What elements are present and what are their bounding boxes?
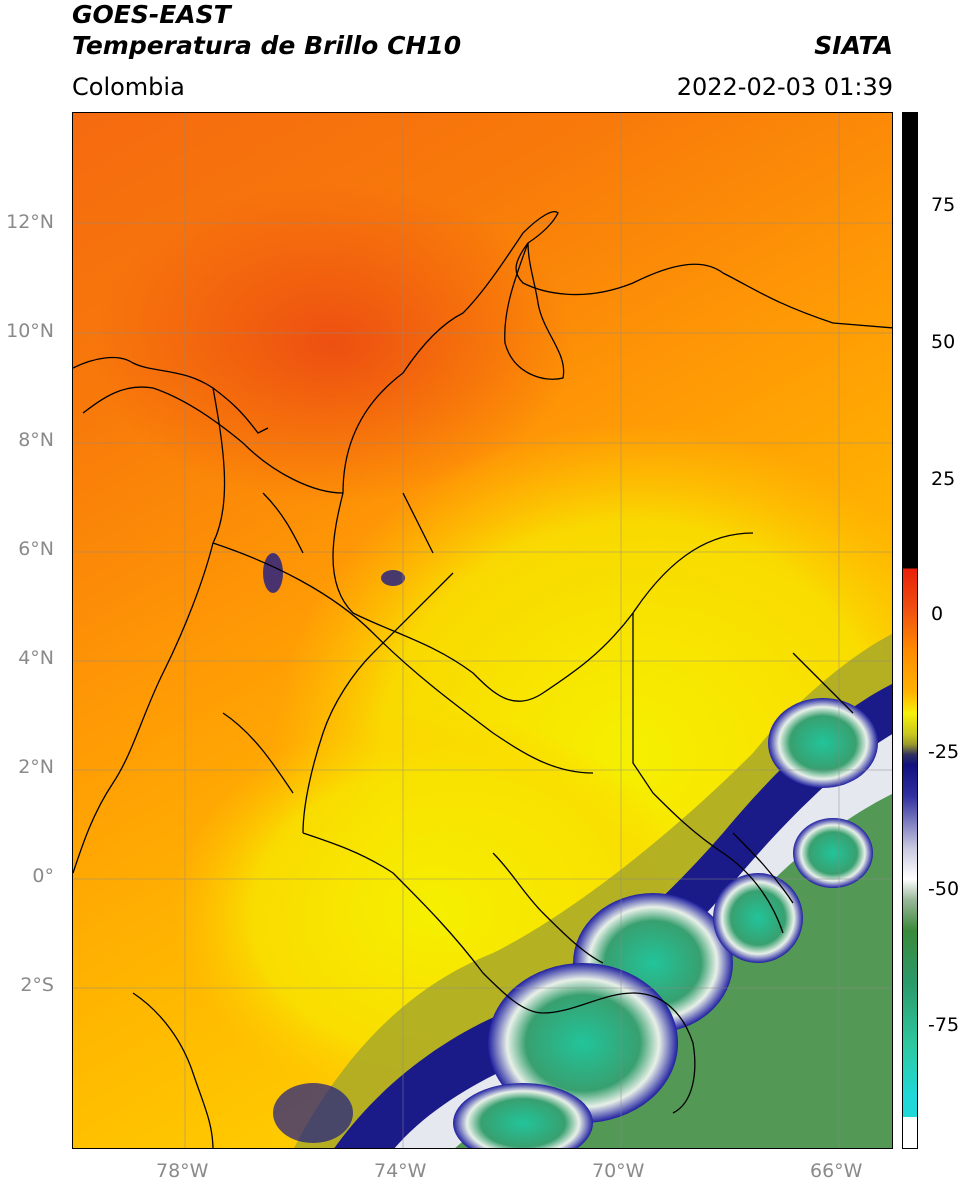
colorbar-tick: 0 — [931, 603, 944, 625]
colorbar-tick: 75 — [931, 194, 956, 216]
cold-top-4 — [713, 873, 803, 963]
agency-label: SIATA — [814, 31, 893, 60]
lat-label: 8°N — [18, 429, 54, 451]
lon-label: 78°W — [156, 1160, 209, 1182]
lat-label: 0° — [32, 865, 54, 887]
lat-label: 2°S — [20, 974, 54, 996]
lon-label: 74°W — [374, 1160, 427, 1182]
cold-top-5 — [793, 818, 873, 888]
colorbar-tick: -75 — [928, 1014, 960, 1036]
cold-top-3 — [768, 698, 878, 788]
colorbar-tick: -25 — [928, 741, 960, 763]
colorbar-tick: -50 — [928, 878, 960, 900]
lat-label: 6°N — [18, 538, 54, 560]
small-cloud-2 — [381, 570, 405, 586]
colorbar-tick: 50 — [931, 331, 956, 353]
brightness-temperature-map — [72, 112, 893, 1149]
temperature-colorbar — [902, 112, 918, 1149]
lat-label: 10°N — [6, 320, 54, 342]
lon-label: 66°W — [810, 1160, 863, 1182]
coastlines-and-borders — [73, 211, 892, 1148]
warm-region-caribbean — [93, 183, 573, 503]
lon-label: 70°W — [592, 1160, 645, 1182]
lat-label: 12°N — [6, 211, 54, 233]
cold-top-2 — [488, 963, 678, 1123]
graticule — [73, 113, 892, 1148]
colorbar-tick: 25 — [931, 468, 956, 490]
lat-label: 2°N — [18, 756, 54, 778]
map-svg — [73, 113, 892, 1148]
region-label: Colombia — [72, 73, 185, 101]
product-title: Temperatura de Brillo CH10 — [72, 31, 462, 60]
cold-top-6 — [453, 1083, 593, 1148]
cloud-cluster-sw — [273, 1083, 353, 1143]
small-cloud-1 — [263, 553, 283, 593]
satellite-title: GOES-EAST — [72, 0, 231, 29]
datetime-label: 2022-02-03 01:39 — [676, 73, 893, 101]
lat-label: 4°N — [18, 647, 54, 669]
